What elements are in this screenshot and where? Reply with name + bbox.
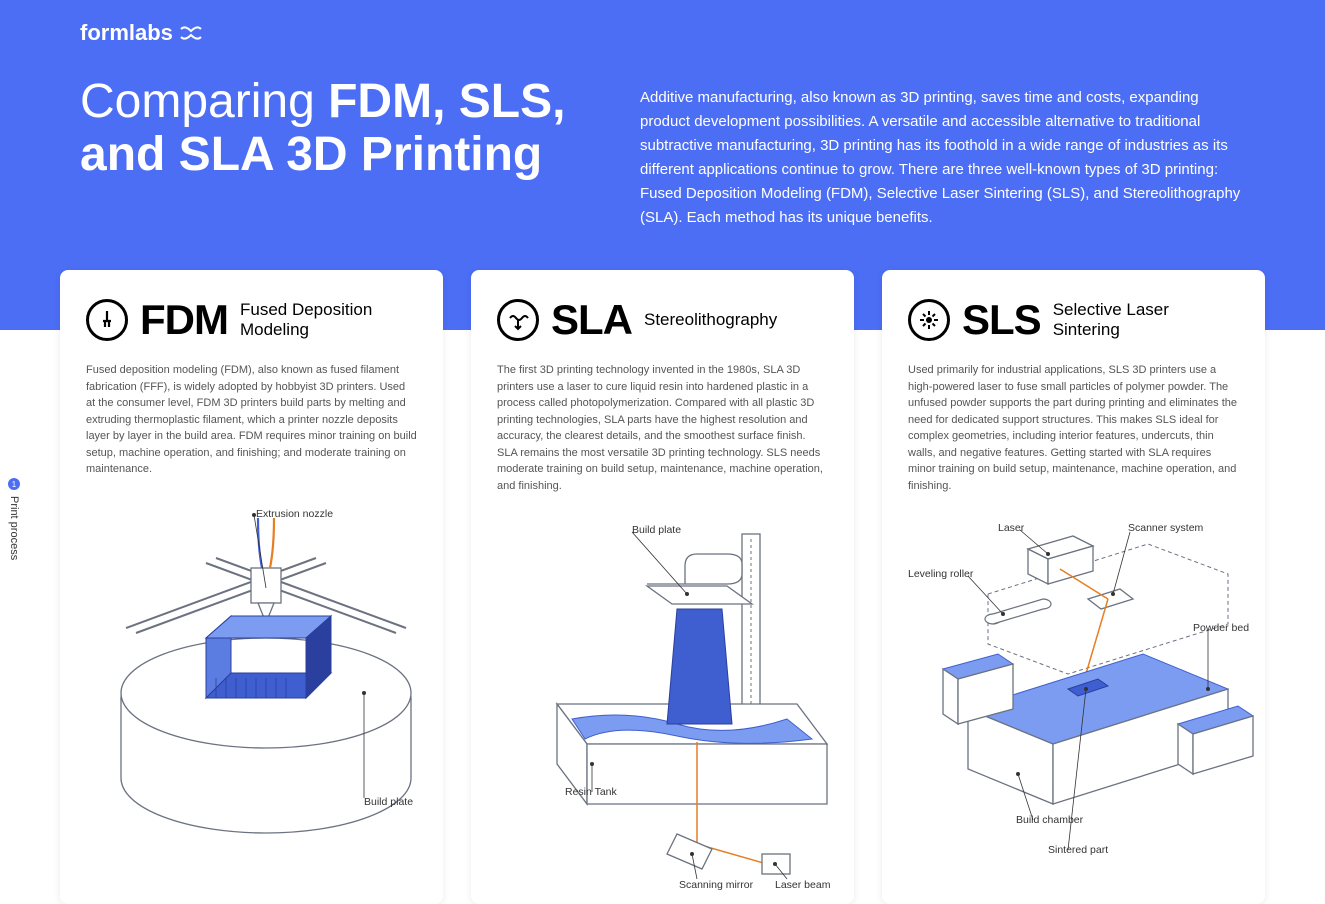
card-body: Fused deposition modeling (FDM), also kn…	[86, 362, 417, 478]
sls-icon	[908, 299, 950, 341]
title-light: Comparing	[80, 75, 328, 128]
fdm-diagram: Extrusion nozzle Build plate	[86, 498, 417, 868]
lbl: Scanner system	[1128, 522, 1203, 534]
card-body: The first 3D printing technology invente…	[497, 362, 828, 494]
card-body: Used primarily for industrial applicatio…	[908, 362, 1239, 494]
card-head: FDM Fused Deposition Modeling	[86, 296, 417, 344]
lbl: Leveling roller	[908, 568, 973, 580]
cards-row: FDM Fused Deposition Modeling Fused depo…	[60, 270, 1265, 904]
lbl: Build plate	[364, 796, 413, 808]
fullname: Selective Laser Sintering	[1053, 300, 1239, 341]
lbl: Build plate	[632, 524, 681, 536]
lbl: Laser beam	[775, 879, 830, 891]
section-number: 1	[8, 478, 20, 490]
lbl: Laser	[998, 522, 1024, 534]
card-head: SLS Selective Laser Sintering	[908, 296, 1239, 344]
brand-logo: formlabs	[80, 20, 1245, 46]
lbl: Build chamber	[1016, 814, 1083, 826]
fullname: Stereolithography	[644, 310, 777, 330]
section-marker: 1 Print process	[8, 478, 20, 560]
abbr: SLS	[962, 296, 1041, 344]
fullname: Fused Deposition Modeling	[240, 300, 417, 341]
hero-content: Comparing FDM, SLS, and SLA 3D Printing …	[80, 76, 1245, 230]
dragonfly-icon	[179, 23, 203, 43]
sls-diagram: Laser Scanner system Leveling roller Pow…	[908, 514, 1239, 884]
lbl: Powder bed	[1193, 622, 1249, 634]
page-title: Comparing FDM, SLS, and SLA 3D Printing	[80, 76, 580, 182]
lbl: Scanning mirror	[679, 879, 753, 891]
sla-diagram: Build plate Resin Tank Scanning mirror L…	[497, 514, 828, 884]
card-head: SLA Stereolithography	[497, 296, 828, 344]
lbl: Extrusion nozzle	[256, 508, 333, 520]
section-label: Print process	[8, 496, 20, 560]
abbr: FDM	[140, 296, 228, 344]
card-fdm: FDM Fused Deposition Modeling Fused depo…	[60, 270, 443, 904]
card-sls: SLS Selective Laser Sintering Used prima…	[882, 270, 1265, 904]
lbl: Sintered part	[1048, 844, 1108, 856]
sla-icon	[497, 299, 539, 341]
card-sla: SLA Stereolithography The first 3D print…	[471, 270, 854, 904]
abbr: SLA	[551, 296, 632, 344]
brand-name: formlabs	[80, 20, 173, 46]
fdm-icon	[86, 299, 128, 341]
intro-text: Additive manufacturing, also known as 3D…	[640, 76, 1245, 230]
lbl: Resin Tank	[565, 786, 617, 798]
